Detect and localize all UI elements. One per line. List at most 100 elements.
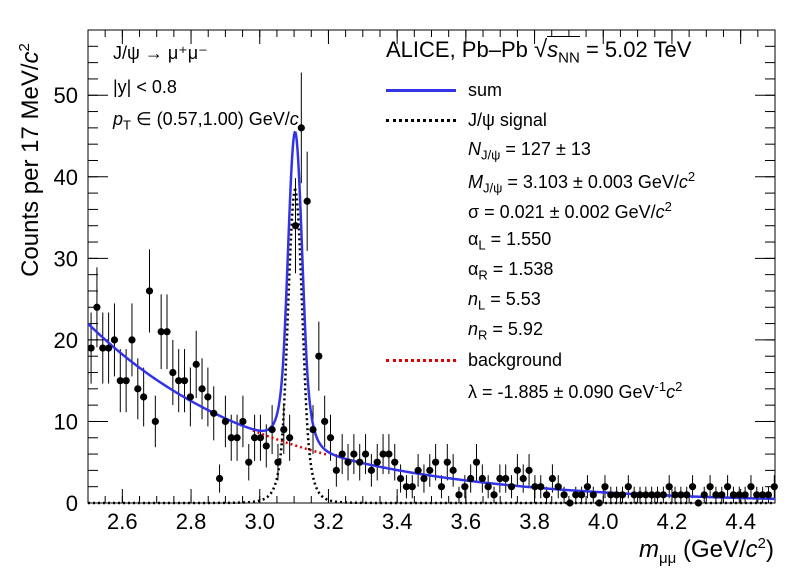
- data-point: [175, 377, 183, 385]
- data-point: [607, 491, 615, 499]
- data-point: [128, 336, 136, 344]
- data-point: [484, 483, 492, 491]
- legend-n-jpsi: NJ/ψ = 127 ± 13: [468, 139, 591, 163]
- data-point: [367, 466, 375, 474]
- data-point: [373, 458, 381, 466]
- x-tick-label: 3.8: [519, 509, 550, 534]
- data-point: [735, 491, 743, 499]
- legend-swatch-signal: [386, 119, 456, 122]
- data-point: [472, 458, 481, 466]
- data-point: [467, 474, 475, 483]
- data-point: [437, 483, 446, 491]
- data-point: [122, 377, 130, 385]
- data-point: [286, 434, 294, 442]
- data-point: [145, 287, 154, 295]
- data-point: [432, 458, 440, 466]
- data-point: [291, 222, 300, 230]
- x-tick-label: 3.4: [382, 509, 413, 534]
- data-point: [531, 483, 539, 491]
- data-point: [192, 360, 200, 368]
- data-point: [665, 483, 673, 491]
- y-axis-label: Counts per 17 MeV/c2: [16, 43, 44, 277]
- data-point: [280, 426, 288, 434]
- legend-sigma: σ = 0.021 ± 0.002 GeV/c2: [468, 199, 672, 222]
- data-point: [268, 426, 276, 434]
- annotation-pt: pT ∈ (0.57,1.00) GeV/c: [113, 109, 299, 133]
- y-tick-label: 10: [54, 409, 78, 434]
- data-point: [391, 458, 399, 466]
- data-error-bars: [88, 72, 778, 504]
- legend-label-background: background: [468, 350, 563, 370]
- data-point: [624, 483, 632, 491]
- data-point: [344, 458, 352, 466]
- data-point: [519, 474, 527, 483]
- data-point: [221, 417, 229, 426]
- background-fit-curve: [252, 429, 329, 457]
- data-point: [601, 483, 609, 491]
- data-point: [595, 499, 603, 507]
- data-point: [741, 491, 749, 499]
- data-point: [525, 466, 533, 474]
- data-point: [134, 385, 142, 393]
- data-point: [303, 197, 311, 205]
- y-tick-label: 20: [54, 328, 78, 353]
- signal-fit-curve: [88, 188, 775, 505]
- data-point: [583, 483, 592, 491]
- data-point: [548, 474, 557, 483]
- data-point: [262, 442, 270, 450]
- chart-title: ALICE, Pb–Pb √sNN = 5.02 TeV: [386, 36, 692, 67]
- y-tick-label: 30: [54, 246, 78, 271]
- plot-frame: [87, 29, 776, 504]
- x-tick-label: 3.2: [313, 509, 344, 534]
- data-point: [478, 474, 486, 483]
- data-point: [169, 368, 177, 377]
- legend-label-signal: J/ψ signal: [468, 110, 547, 130]
- legend-n-r: nR = 5.92: [468, 319, 543, 343]
- data-point: [648, 491, 656, 499]
- data-point: [204, 393, 212, 401]
- data-point: [688, 483, 697, 491]
- x-axis-label: mμμ (GeV/c2): [639, 535, 774, 567]
- data-point: [361, 450, 370, 458]
- data-point: [239, 417, 247, 426]
- annotation-rapidity: |y| < 0.8: [113, 77, 177, 97]
- tick-labels: 2.6 2.8 3.0 3.2 3.4 3.6 3.8 4.0 4.2 4.4 0 10 20 30 40 5…: [54, 83, 756, 534]
- data-point: [723, 483, 732, 491]
- data-point: [671, 491, 679, 499]
- data-point: [578, 491, 586, 499]
- data-point: [105, 344, 113, 352]
- data-point: [496, 474, 504, 483]
- data-point: [309, 426, 317, 434]
- data-point: [461, 483, 469, 491]
- data-point: [157, 328, 165, 336]
- data-point: [356, 458, 364, 466]
- legend-lambda: λ = -1.885 ± 0.090 GeV-1c2: [468, 379, 683, 402]
- data-point: [618, 491, 627, 499]
- data-point: [718, 491, 726, 499]
- data-point: [560, 491, 568, 499]
- x-tick-label: 4.2: [657, 509, 688, 534]
- data-point: [764, 491, 773, 499]
- data-point: [613, 491, 621, 499]
- legend-n-l: nL = 5.53: [468, 289, 541, 313]
- data-point: [502, 474, 510, 483]
- data-point: [215, 474, 224, 483]
- data-point: [326, 434, 335, 442]
- data-point: [274, 458, 282, 466]
- y-tick-label: 40: [54, 165, 78, 190]
- data-point: [572, 491, 580, 499]
- data-point: [233, 434, 241, 442]
- data-point: [210, 409, 218, 417]
- data-point: [683, 491, 691, 499]
- data-point: [653, 491, 662, 499]
- data-point: [116, 377, 124, 385]
- data-point: [700, 491, 708, 499]
- data-point: [712, 491, 720, 499]
- data-point: [163, 328, 171, 336]
- data-point: [408, 483, 416, 491]
- x-tick-label: 4.4: [725, 509, 756, 534]
- data-point: [332, 466, 340, 474]
- data-point: [554, 483, 562, 491]
- data-point: [507, 483, 516, 491]
